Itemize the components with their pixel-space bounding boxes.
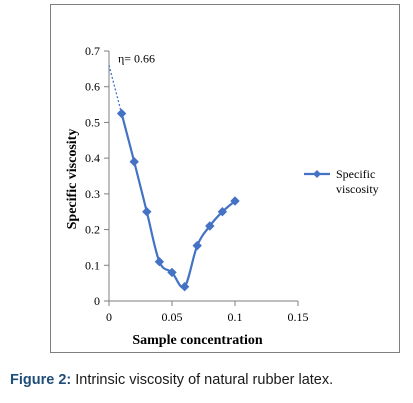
x-tick-label: 0.1: [228, 310, 243, 324]
legend-label: viscosity: [336, 182, 379, 196]
y-tick-label: 0: [94, 294, 100, 308]
series-layer: [108, 65, 240, 292]
y-tick-label: 0.7: [85, 44, 100, 58]
data-point: [179, 282, 190, 292]
annotation-label: η= 0.66: [118, 51, 155, 65]
x-tick-label: 0: [106, 310, 112, 324]
y-tick-label: 0.6: [85, 80, 100, 94]
x-tick-label: 0.05: [162, 310, 183, 324]
data-point: [217, 207, 228, 217]
y-tick-label: 0.5: [85, 115, 100, 129]
extrapolation-line: [108, 65, 123, 114]
data-point: [129, 157, 139, 167]
series-line: [120, 113, 236, 289]
y-tick-label: 0.1: [85, 258, 100, 272]
caption-label: Figure 2:: [10, 372, 72, 388]
chart-frame: [50, 4, 400, 353]
data-point: [142, 207, 152, 217]
y-axis-title: Specific viscosity: [65, 129, 80, 230]
data-point: [205, 221, 215, 231]
data-point: [116, 108, 127, 119]
x-axis-title: Sample concentration: [132, 333, 262, 348]
data-point: [154, 257, 165, 267]
legend-label: Specific: [336, 167, 375, 181]
chart: 0 0.1 0.2 0.3 0.4 0.5 0.6 0.7 0 0.05 0.1 0.15 Sampl…: [65, 44, 379, 348]
chart-text: Sample concentration Specific viscosity η=…: [65, 51, 379, 348]
figure-caption: Figure 2: Intrinsic viscosity of natural…: [10, 372, 333, 388]
data-point: [192, 240, 202, 251]
data-point: [230, 196, 240, 206]
caption-text: Intrinsic viscosity of natural rubber la…: [71, 372, 334, 388]
legend-swatch-marker: [313, 170, 321, 178]
y-tick-label: 0.3: [85, 187, 100, 201]
x-tick-label: 0.15: [288, 310, 309, 324]
axes: 0 0.1 0.2 0.3 0.4 0.5 0.6 0.7 0 0.05 0.1 0.15: [85, 44, 309, 324]
y-tick-label: 0.4: [85, 151, 100, 165]
data-point: [167, 267, 177, 278]
y-tick-label: 0.2: [85, 223, 100, 237]
